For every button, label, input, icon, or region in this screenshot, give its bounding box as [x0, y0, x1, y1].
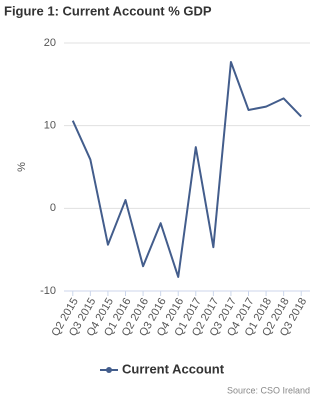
y-tick-label: 20: [44, 37, 56, 49]
legend-marker: [106, 367, 112, 373]
y-tick-label: 10: [44, 120, 56, 132]
source: Source: CSO Ireland: [227, 385, 310, 395]
y-tick-label: 0: [50, 202, 56, 214]
chart-title: Figure 1: Current Account % GDP: [4, 3, 212, 18]
y-axis-label: %: [16, 162, 28, 172]
data-line: [71, 61, 302, 278]
legend-label: Current Account: [122, 361, 225, 376]
y-tick-label: -10: [40, 285, 56, 297]
